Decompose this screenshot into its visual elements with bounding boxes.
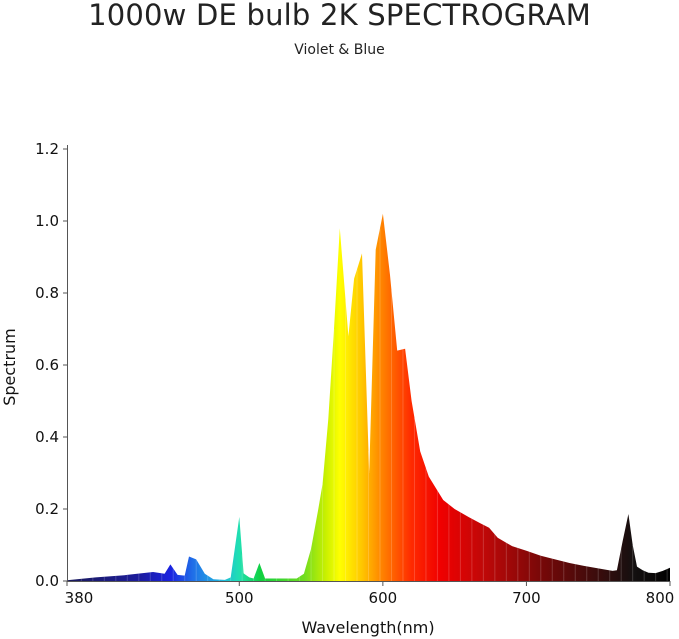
y-axis-title: Spectrum	[0, 328, 19, 406]
y-tick-label: 0.8	[35, 284, 59, 302]
y-tick-label: 0.0	[35, 572, 59, 590]
y-tick-label: 0.4	[35, 428, 59, 446]
y-tick-label: 1.0	[35, 212, 59, 230]
plot-area	[67, 213, 670, 582]
x-ticks: 380 500 600 700 800	[65, 581, 675, 607]
spectrum-area	[67, 213, 670, 582]
x-tick-label: 600	[369, 589, 398, 607]
x-tick-label: 700	[512, 589, 541, 607]
chart-title: 1000w DE bulb 2K SPECTROGRAM	[88, 0, 591, 32]
x-tick-label: 380	[65, 589, 94, 607]
x-tick-label: 800	[646, 589, 675, 607]
x-axis-title: Wavelength(nm)	[301, 618, 434, 637]
x-tick-label: 500	[225, 589, 254, 607]
y-tick-label: 1.2	[35, 140, 59, 158]
chart-subtitle: Violet & Blue	[294, 42, 385, 58]
y-tick-label: 0.2	[35, 500, 59, 518]
y-ticks: 0.0 0.2 0.4 0.6 0.8 1.0 1.2	[35, 140, 67, 590]
y-tick-label: 0.6	[35, 356, 59, 374]
